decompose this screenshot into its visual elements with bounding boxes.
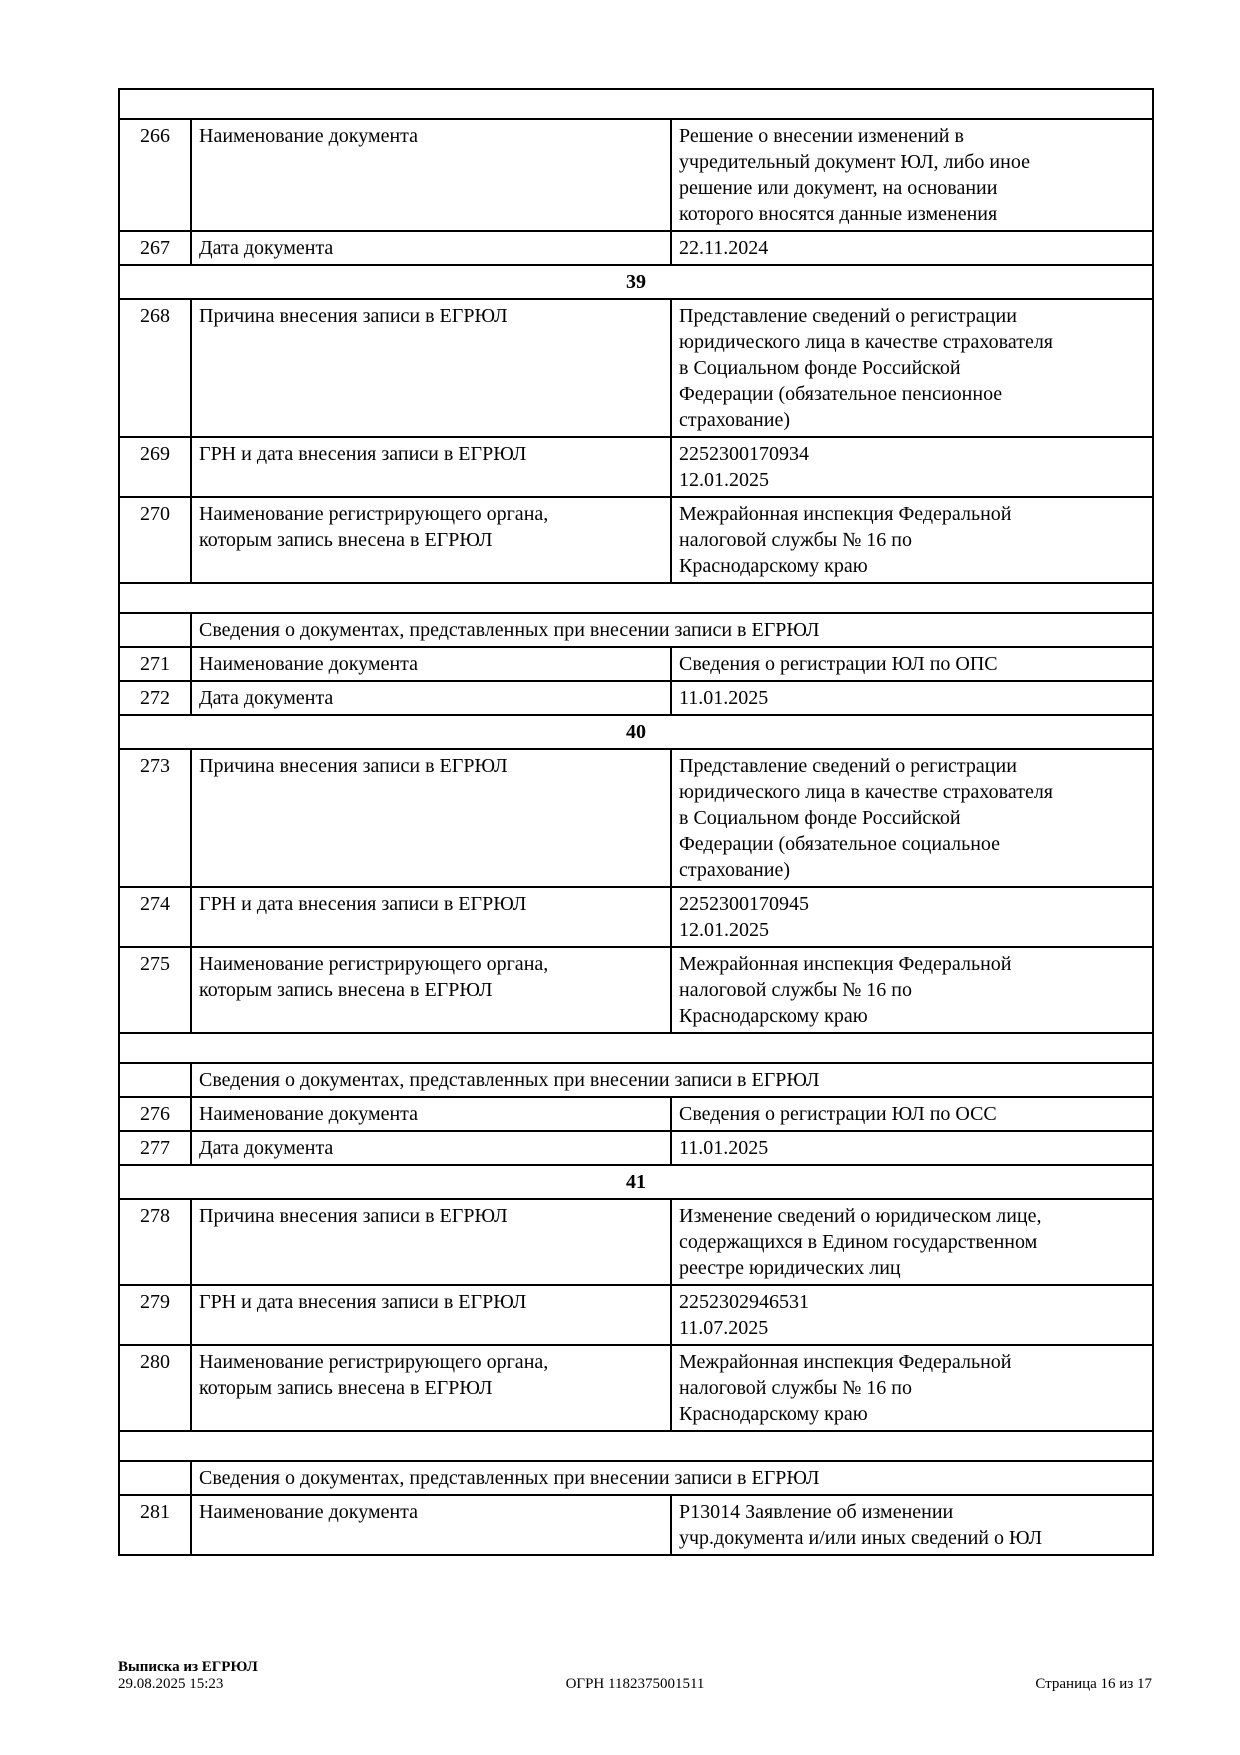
section-row: 41: [117, 1164, 1155, 1200]
table-row: 278 Причина внесения записи в ЕГРЮЛ Измене…: [118, 1198, 1155, 1286]
spacer-row: [117, 582, 1155, 614]
row-number-cell: 273: [118, 748, 192, 888]
field-value-cell: 2252302946531 11.07.2025: [669, 1284, 1155, 1346]
table-row: 268 Причина внесения записи в ЕГРЮЛ Предст…: [118, 298, 1155, 438]
field-label-cell: Наименование регистрирующего органа, кот…: [190, 946, 672, 1034]
row-number-cell-empty: [118, 1062, 192, 1098]
field-value-cell: 11.01.2025: [669, 1130, 1155, 1166]
field-value-cell: Изменение сведений о юридическом лице, с…: [669, 1198, 1155, 1286]
field-label-cell: Дата документа: [190, 230, 672, 266]
row-number-cell-empty: [118, 1460, 192, 1496]
spacer-row: [117, 88, 1155, 120]
table-row: 269 ГРН и дата внесения записи в ЕГРЮЛ 225…: [118, 436, 1155, 498]
section-number: 40: [117, 714, 1155, 750]
field-label-cell: Дата документа: [190, 680, 672, 716]
row-number-cell: 280: [118, 1344, 192, 1432]
row-number-cell: 275: [118, 946, 192, 1034]
table-row: 274 ГРН и дата внесения записи в ЕГРЮЛ 225…: [118, 886, 1155, 948]
field-value-cell: 2252300170934 12.01.2025: [669, 436, 1155, 498]
field-value-cell: Межрайонная инспекция Федеральной налого…: [669, 946, 1155, 1034]
section-row: 40: [117, 714, 1155, 750]
field-label-cell: Дата документа: [190, 1130, 672, 1166]
field-value-cell: 11.01.2025: [669, 680, 1155, 716]
field-label-cell: ГРН и дата внесения записи в ЕГРЮЛ: [190, 1284, 672, 1346]
subheader-row: Сведения о документах, представленных пр…: [118, 1460, 1155, 1496]
row-number-cell: 272: [118, 680, 192, 716]
section-number: 41: [117, 1164, 1155, 1200]
footer-datetime: 29.08.2025 15:23: [118, 1676, 224, 1692]
spacer-cell: [117, 1430, 1155, 1462]
row-number-cell-empty: [118, 612, 192, 648]
field-value-cell: Сведения о регистрации ЮЛ по ОСС: [669, 1096, 1155, 1132]
subheader-row: Сведения о документах, представленных пр…: [118, 1062, 1155, 1098]
field-label-cell: Причина внесения записи в ЕГРЮЛ: [190, 1198, 672, 1286]
subheader-row: Сведения о документах, представленных пр…: [118, 612, 1155, 648]
egrul-extract-table: 266 Наименование документа Решение о внесе…: [117, 88, 1155, 1556]
field-value-cell: Представление сведений о регистрации юри…: [669, 298, 1155, 438]
footer-ogrn: ОГРН 1182375001511: [565, 1676, 705, 1692]
spacer-cell: [117, 88, 1155, 120]
footer-page-number: Страница 16 из 17: [1035, 1676, 1152, 1692]
row-number-cell: 281: [118, 1494, 192, 1556]
subheader-cell: Сведения о документах, представленных пр…: [189, 1062, 1155, 1098]
section-row: 39: [117, 264, 1155, 300]
table-row: 271 Наименование документа Сведения о реги…: [118, 646, 1155, 682]
field-value-cell: 2252300170945 12.01.2025: [669, 886, 1155, 948]
row-number-cell: 276: [118, 1096, 192, 1132]
row-number-cell: 279: [118, 1284, 192, 1346]
table-row: 281 Наименование документа Р13014 Заявлени…: [118, 1494, 1155, 1556]
footer-left-block: Выписка из ЕГРЮЛ 29.08.2025 15:23: [118, 1659, 258, 1693]
field-label-cell: Наименование документа: [190, 646, 672, 682]
field-label-cell: Наименование документа: [190, 1096, 672, 1132]
field-value-cell: 22.11.2024: [669, 230, 1155, 266]
field-label-cell: Наименование документа: [190, 1494, 672, 1556]
footer-doc-title: Выписка из ЕГРЮЛ: [118, 1659, 258, 1675]
row-number-cell: 277: [118, 1130, 192, 1166]
table-row: 266 Наименование документа Решение о внесе…: [118, 118, 1155, 232]
field-value-cell: Представление сведений о регистрации юри…: [669, 748, 1155, 888]
section-number: 39: [117, 264, 1155, 300]
field-label-cell: ГРН и дата внесения записи в ЕГРЮЛ: [190, 436, 672, 498]
row-number-cell: 267: [118, 230, 192, 266]
spacer-row: [117, 1430, 1155, 1462]
row-number-cell: 271: [118, 646, 192, 682]
table-row: 280 Наименование регистрирующего органа, …: [118, 1344, 1155, 1432]
page-footer: Выписка из ЕГРЮЛ 29.08.2025 15:23 ОГРН 1…: [118, 1659, 1152, 1693]
table-row: 276 Наименование документа Сведения о реги…: [118, 1096, 1155, 1132]
field-value-cell: Межрайонная инспекция Федеральной налого…: [669, 496, 1155, 584]
egrul-table-body: 266 Наименование документа Решение о внесе…: [117, 88, 1155, 1556]
table-row: 279 ГРН и дата внесения записи в ЕГРЮЛ 225…: [118, 1284, 1155, 1346]
field-label-cell: ГРН и дата внесения записи в ЕГРЮЛ: [190, 886, 672, 948]
field-value-cell: Решение о внесении изменений в учредител…: [669, 118, 1155, 232]
spacer-row: [117, 1032, 1155, 1064]
field-label-cell: Наименование регистрирующего органа, кот…: [190, 1344, 672, 1432]
field-value-cell: Р13014 Заявление об изменении учр.докуме…: [669, 1494, 1155, 1556]
row-number-cell: 278: [118, 1198, 192, 1286]
field-value-cell: Сведения о регистрации ЮЛ по ОПС: [669, 646, 1155, 682]
table-row: 270 Наименование регистрирующего органа, …: [118, 496, 1155, 584]
table-row: 273 Причина внесения записи в ЕГРЮЛ Предст…: [118, 748, 1155, 888]
row-number-cell: 270: [118, 496, 192, 584]
subheader-cell: Сведения о документах, представленных пр…: [189, 1460, 1155, 1496]
table-row: 277 Дата документа 11.01.2025: [118, 1130, 1155, 1166]
row-number-cell: 268: [118, 298, 192, 438]
table-row: 267 Дата документа 22.11.2024: [118, 230, 1155, 266]
row-number-cell: 274: [118, 886, 192, 948]
table-row: 275 Наименование регистрирующего органа, …: [118, 946, 1155, 1034]
field-label-cell: Наименование регистрирующего органа, кот…: [190, 496, 672, 584]
field-label-cell: Наименование документа: [190, 118, 672, 232]
spacer-cell: [117, 582, 1155, 614]
row-number-cell: 266: [118, 118, 192, 232]
field-value-cell: Межрайонная инспекция Федеральной налого…: [669, 1344, 1155, 1432]
field-label-cell: Причина внесения записи в ЕГРЮЛ: [190, 748, 672, 888]
spacer-cell: [117, 1032, 1155, 1064]
subheader-cell: Сведения о документах, представленных пр…: [189, 612, 1155, 648]
field-label-cell: Причина внесения записи в ЕГРЮЛ: [190, 298, 672, 438]
row-number-cell: 269: [118, 436, 192, 498]
table-row: 272 Дата документа 11.01.2025: [118, 680, 1155, 716]
